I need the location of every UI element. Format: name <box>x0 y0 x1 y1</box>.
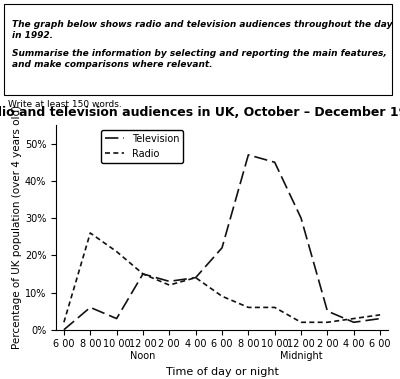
Text: Summarise the information by selecting and reporting the main features, and make: Summarise the information by selecting a… <box>12 49 386 69</box>
Text: Radio and television audiences in UK, October – December 1992: Radio and television audiences in UK, Oc… <box>0 106 400 119</box>
Y-axis label: Percentage of UK population (over 4 years old): Percentage of UK population (over 4 year… <box>12 105 22 349</box>
X-axis label: Time of day or night: Time of day or night <box>166 366 278 377</box>
FancyBboxPatch shape <box>4 4 392 95</box>
Text: Write at least 150 words.: Write at least 150 words. <box>8 100 122 109</box>
Text: The graph below shows radio and television audiences throughout the day in 1992.: The graph below shows radio and televisi… <box>12 20 392 39</box>
Legend: Television, Radio: Television, Radio <box>101 130 183 163</box>
